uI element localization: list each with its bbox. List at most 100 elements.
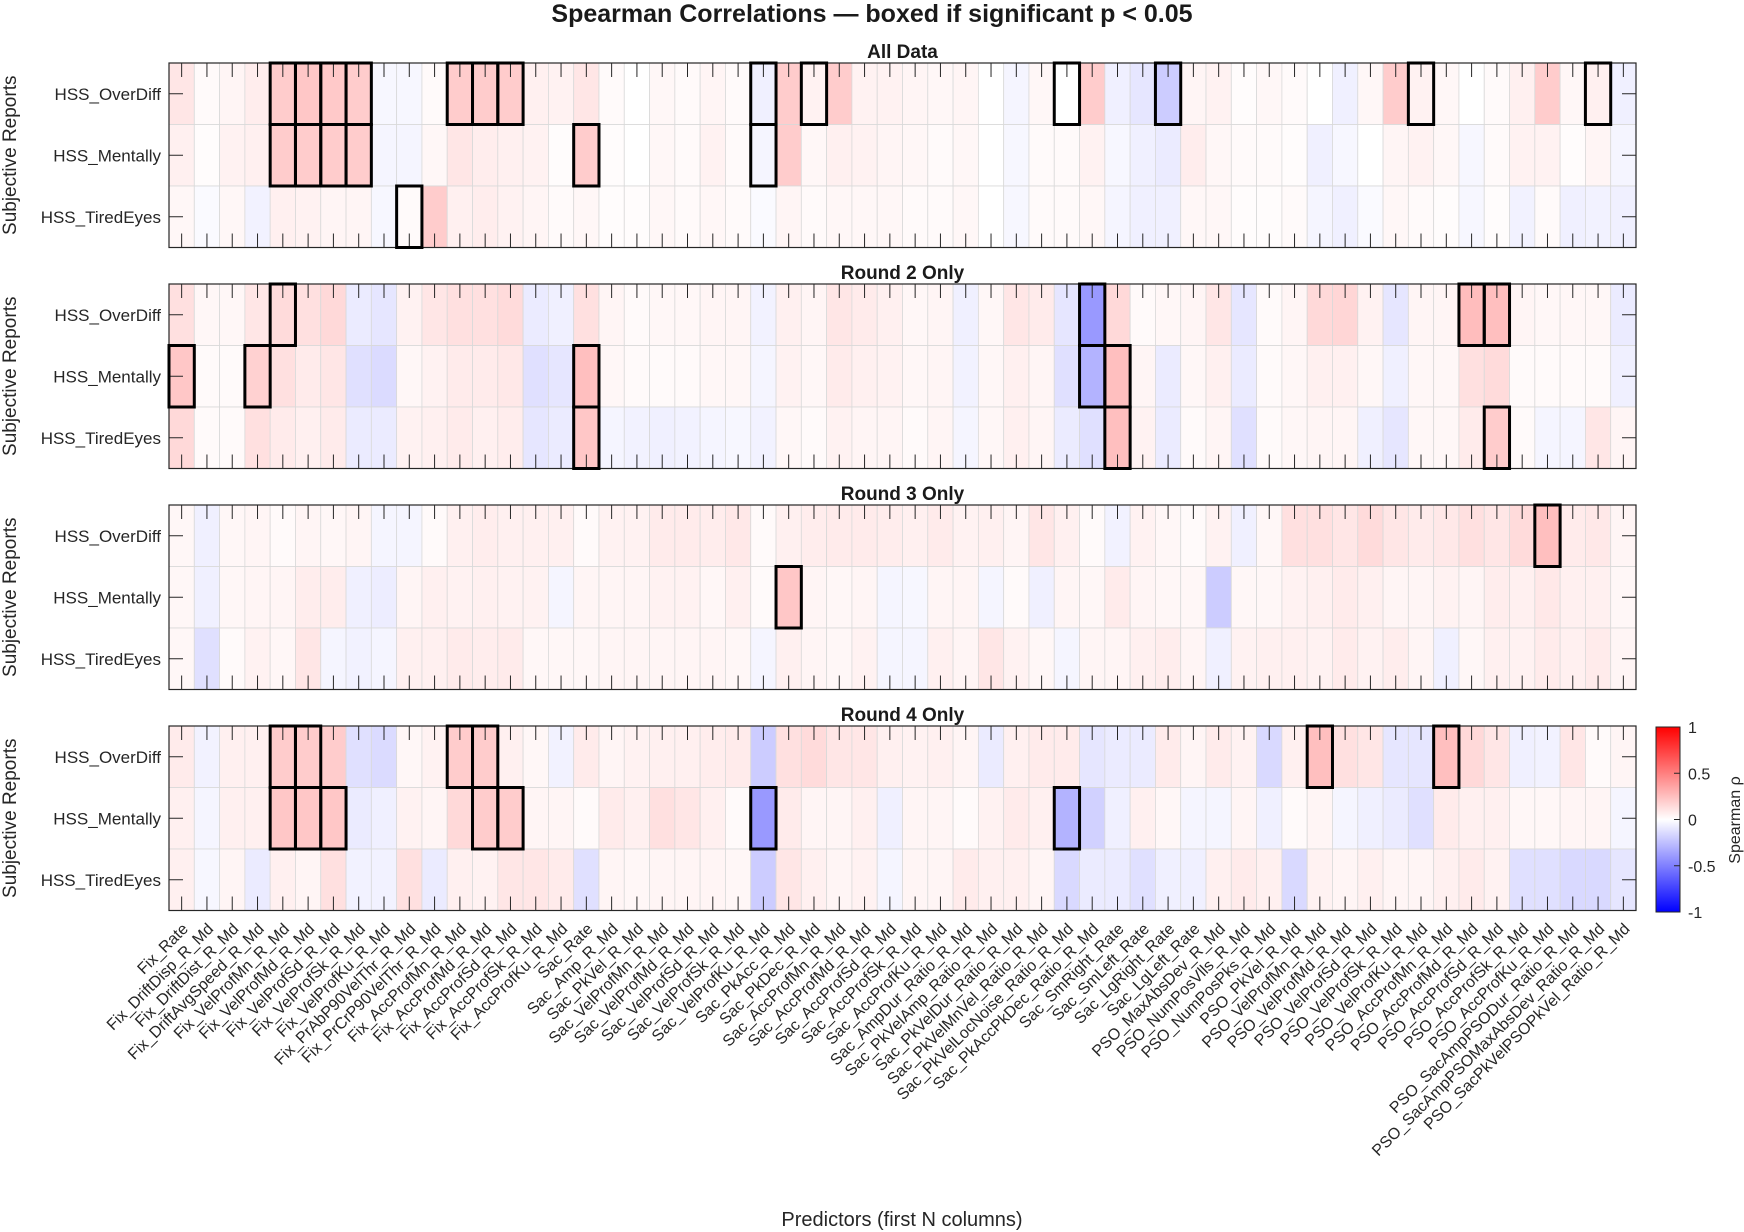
heatmap-cell: [1053, 787, 1080, 850]
heatmap-cell: [1332, 566, 1359, 629]
heatmap-cell: [1483, 124, 1510, 187]
heatmap-cell: [320, 566, 347, 629]
heatmap-cell: [472, 345, 499, 408]
y-axis-label: Subjective Reports: [0, 76, 21, 235]
heatmap-cell: [674, 124, 701, 187]
heatmap-cell: [927, 566, 954, 629]
heatmap-cell: [826, 345, 853, 408]
heatmap-cell: [522, 566, 549, 629]
colorbar-tick-label: 0.5: [1688, 766, 1710, 783]
heatmap-cell: [1585, 787, 1612, 850]
heatmap-cell: [1382, 566, 1409, 629]
heatmap-cell: [1155, 124, 1182, 187]
heatmap-cell: [396, 848, 423, 911]
heatmap-cell: [977, 566, 1005, 629]
heatmap-cell: [902, 787, 929, 850]
heatmap-cell: [396, 124, 423, 187]
heatmap-cell: [674, 345, 701, 408]
heatmap-cell: [674, 185, 701, 248]
heatmap-cell: [876, 787, 903, 850]
heatmap-cell: [1483, 345, 1510, 408]
heatmap-cell: [699, 848, 726, 911]
chart-title: Spearman Correlations — boxed if signifi…: [551, 0, 1192, 28]
heatmap-cell: [1483, 787, 1510, 850]
heatmap-cell: [396, 345, 423, 408]
heatmap-cell: [522, 345, 549, 408]
heatmap-cell: [623, 345, 650, 408]
heatmap-cell: [370, 345, 398, 408]
heatmap-cell: [826, 787, 853, 850]
y-tick-label: HSS_TiredEyes: [41, 429, 161, 448]
y-tick-label: HSS_Mentally: [53, 367, 161, 386]
y-tick-label: HSS_TiredEyes: [41, 208, 161, 227]
heatmap-cell: [1433, 124, 1460, 187]
heatmap-cell: [193, 566, 220, 629]
significance-box: [167, 344, 196, 409]
significance-box: [1305, 724, 1334, 789]
heatmap-cell: [1180, 124, 1207, 187]
y-tick-label: HSS_OverDiff: [55, 85, 162, 104]
heatmap-cell: [1357, 566, 1384, 629]
heatmap-cell: [1458, 124, 1485, 187]
heatmap-cell: [219, 345, 246, 408]
heatmap-cell: [421, 848, 448, 911]
heatmap-cell: [219, 787, 246, 850]
heatmap-cell: [547, 345, 575, 408]
significance-box: [1052, 61, 1082, 126]
heatmap-cell: [446, 504, 473, 567]
heatmap-cell: [1534, 566, 1561, 629]
heatmap-cell: [598, 345, 625, 408]
heatmap-cell: [219, 566, 246, 629]
heatmap-cell: [1332, 345, 1359, 408]
x-tick-labels: Fix_RateFix_DriftDisp_R_MdFix_DriftDist_…: [104, 921, 1634, 1160]
y-tick-label: HSS_TiredEyes: [41, 871, 161, 890]
heatmap-cell: [826, 566, 853, 629]
heatmap-cell: [219, 124, 246, 187]
colorbar-tick-label: 1: [1688, 720, 1697, 737]
heatmap-cell: [1028, 124, 1055, 187]
heatmap-cell: [269, 345, 296, 408]
heatmap-cell: [775, 124, 802, 187]
heatmap-cell: [1230, 124, 1258, 187]
heatmap-cell: [1104, 124, 1131, 187]
heatmap-cell: [826, 124, 853, 187]
heatmap-cell: [244, 787, 271, 850]
heatmap-cell: [927, 345, 954, 408]
colorbar-tick-label: 0: [1688, 813, 1697, 830]
heatmap-cell: [623, 787, 650, 850]
heatmap-cell: [800, 566, 828, 629]
heatmap-cell: [320, 124, 347, 187]
heatmap-cell: [1003, 345, 1030, 408]
heatmap-cell: [1332, 124, 1359, 187]
heatmap-cell: [345, 124, 372, 187]
heatmap-cell: [573, 62, 600, 125]
heatmap-cell: [1230, 787, 1258, 850]
heatmap-cell: [1155, 345, 1182, 408]
heatmap-cell: [699, 566, 726, 629]
significance-box: [1406, 61, 1436, 126]
heatmap-cell: [699, 787, 726, 850]
heatmap-cell: [952, 124, 979, 187]
heatmap-cell: [851, 124, 878, 187]
heatmap-cell: [396, 787, 423, 850]
significance-box: [319, 786, 348, 851]
colorbar-label: Spearman ρ: [1727, 776, 1744, 863]
heatmap-cell: [1534, 124, 1561, 187]
heatmap-cell: [295, 787, 322, 850]
heatmap-cell: [446, 787, 473, 850]
panels: All Data HSS_OverDiff HSS_Mentally HSS_Tire…: [0, 42, 1637, 912]
heatmap-cell: [1205, 345, 1232, 408]
heatmap-cell: [446, 124, 473, 187]
heatmap-cell: [775, 566, 802, 629]
significance-box: [749, 123, 778, 188]
heatmap-cell: [649, 787, 676, 850]
heatmap-cell: [1155, 566, 1182, 629]
heatmap-cell: [1079, 124, 1106, 187]
heatmap-cell: [623, 566, 650, 629]
significance-box: [496, 61, 525, 126]
heatmap-cell: [725, 787, 752, 850]
heatmap-cell: [1382, 787, 1409, 850]
heatmap-cell: [1104, 787, 1131, 850]
panel-title: Round 4 Only: [841, 705, 965, 726]
heatmap-cell: [1407, 345, 1435, 408]
